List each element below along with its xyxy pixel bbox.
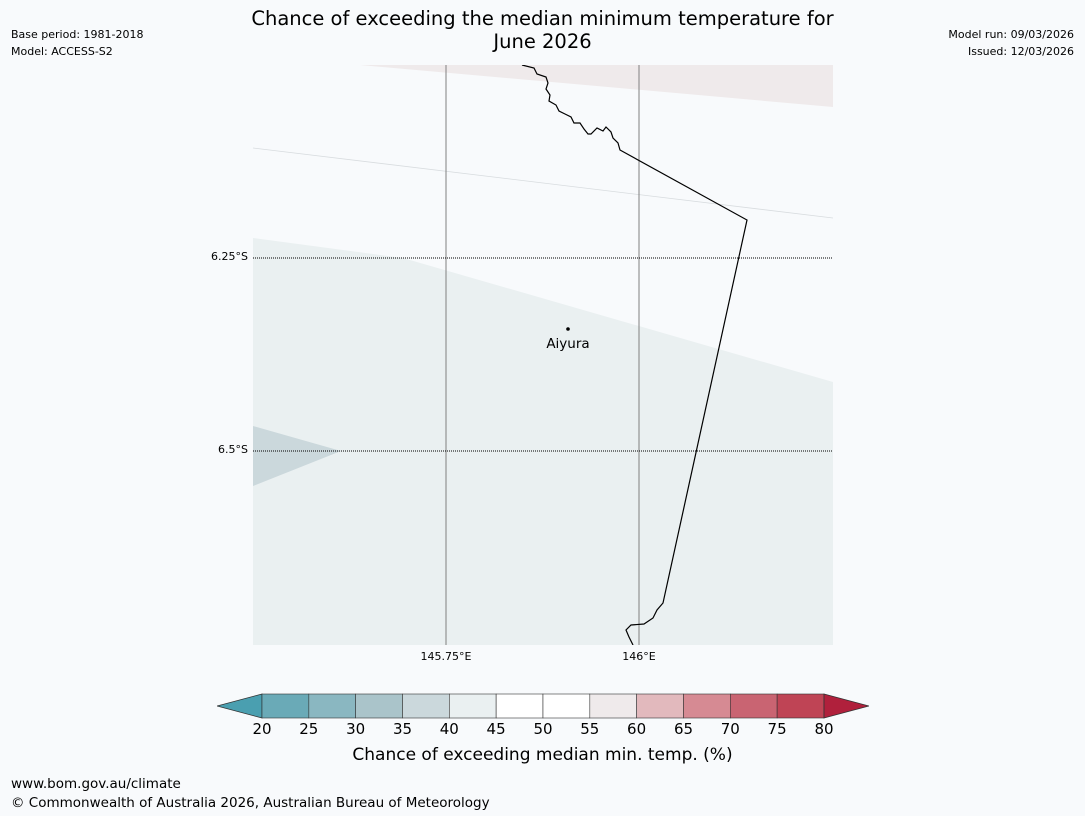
model-run: Model run: 09/03/2026: [948, 28, 1074, 41]
title-line-1: Chance of exceeding the median minimum t…: [251, 7, 834, 30]
colorbar-tick-30: 30: [346, 720, 366, 738]
colorbar-bin-70-75: [729, 693, 778, 719]
colorbar-title: Chance of exceeding median min. temp. (%…: [352, 745, 733, 765]
colorbar-bin-35-40: [402, 693, 450, 719]
colorbar-tick-45: 45: [486, 720, 506, 738]
colorbar-bins: [261, 693, 825, 719]
colorbar-bin-20-25: [261, 693, 310, 719]
colorbar-bin-55-60: [589, 693, 637, 719]
colorbar-tick-70: 70: [720, 720, 740, 738]
colorbar: [217, 693, 869, 719]
colorbar-tick-60: 60: [627, 720, 647, 738]
place-marker-aiyura: [566, 327, 570, 331]
lat-label-6-25: 6.25°S: [211, 250, 248, 263]
colorbar-bin-30-35: [355, 693, 403, 719]
colorbar-tick-75: 75: [767, 720, 787, 738]
colorbar-bin-45-50: [495, 693, 544, 719]
colorbar-under-arrow: [217, 693, 263, 719]
lat-label-6-5: 6.5°S: [218, 443, 248, 456]
region-40-45: [253, 238, 833, 645]
colorbar-tick-35: 35: [392, 720, 413, 738]
issued-date: Issued: 12/03/2026: [967, 45, 1074, 58]
colorbar-tick-25: 25: [299, 720, 319, 738]
colorbar-over-arrow: [823, 693, 869, 719]
region-35-40: [253, 426, 341, 486]
lon-label-145-75: 145.75°E: [420, 650, 472, 663]
colorbar-tick-55: 55: [580, 720, 600, 738]
lon-label-146: 146°E: [622, 650, 656, 663]
colorbar-tick-20: 20: [252, 720, 272, 738]
colorbar-bin-50-55: [542, 693, 591, 719]
map-panel[interactable]: [253, 65, 833, 645]
contour-line: [253, 147, 833, 219]
region-55-60: [360, 65, 833, 107]
colorbar-tick-80: 80: [814, 720, 834, 738]
map-canvas: [253, 65, 833, 645]
colorbar-tick-65: 65: [673, 720, 694, 738]
colorbar-bin-40-45: [449, 693, 497, 719]
title-line-2: June 2026: [493, 30, 592, 53]
colorbar-bin-25-30: [308, 693, 356, 719]
base-period: Base period: 1981-2018: [11, 28, 144, 41]
colorbar-bin-60-65: [636, 693, 684, 719]
meta-right: Model run: 09/03/2026 Issued: 12/03/2026: [948, 26, 1074, 60]
colorbar-bin-65-70: [683, 693, 731, 719]
meta-left: Base period: 1981-2018 Model: ACCESS-S2: [11, 26, 143, 60]
page-title: Chance of exceeding the median minimum t…: [0, 7, 1085, 53]
border-line: [521, 65, 748, 645]
colorbar-tick-50: 50: [533, 720, 553, 738]
place-label-aiyura: Aiyura: [546, 336, 590, 352]
colorbar-bin-75-80: [776, 693, 825, 719]
colorbar-tick-40: 40: [439, 720, 459, 738]
footer-url[interactable]: www.bom.gov.au/climate: [11, 776, 181, 792]
model-name: Model: ACCESS-S2: [11, 45, 113, 58]
footer-copyright: © Commonwealth of Australia 2026, Austra…: [11, 795, 490, 811]
